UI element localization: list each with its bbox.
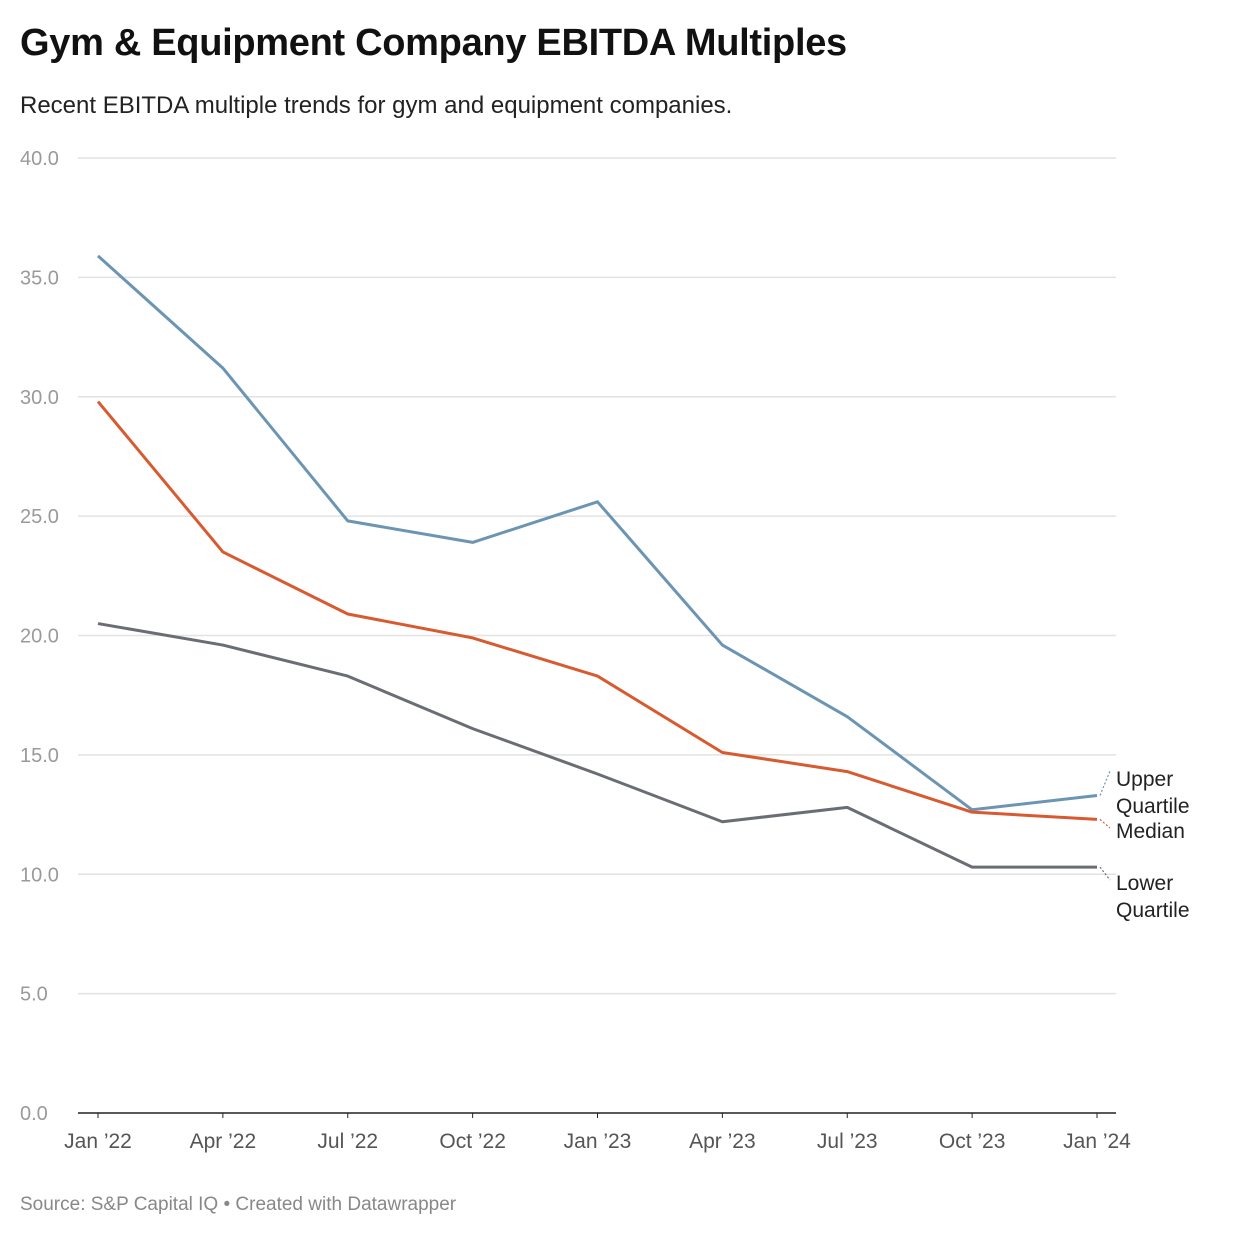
series-label: Upper xyxy=(1116,768,1173,791)
x-tick-label: Jan ’23 xyxy=(564,1130,632,1153)
series-label-connector xyxy=(1099,818,1111,829)
y-tick-label: 10.0 xyxy=(20,864,59,886)
x-tick-label: Oct ’23 xyxy=(939,1130,1006,1153)
series-label: Quartile xyxy=(1116,795,1190,818)
series-line-upper-quartile xyxy=(96,254,1098,812)
y-tick-label: 0.0 xyxy=(20,1103,48,1125)
x-tick-label: Apr ’22 xyxy=(190,1130,257,1153)
x-tick-label: Jul ’22 xyxy=(317,1130,378,1153)
x-tick-label: Apr ’23 xyxy=(689,1130,756,1153)
x-tick-label: Jul ’23 xyxy=(817,1130,878,1153)
y-tick-label: 20.0 xyxy=(20,626,59,648)
series-label: Lower xyxy=(1116,872,1173,895)
y-tick-label: 5.0 xyxy=(20,984,48,1006)
series-line-lower-quartile xyxy=(97,622,1097,869)
chart-source: Source: S&P Capital IQ • Created with Da… xyxy=(20,1194,457,1215)
y-tick-label: 30.0 xyxy=(20,387,59,409)
y-tick-label: 40.0 xyxy=(20,148,59,170)
x-tick-label: Jan ’22 xyxy=(64,1130,132,1153)
series-line-median xyxy=(96,400,1098,821)
y-tick-label: 15.0 xyxy=(20,745,59,767)
y-tick-label: 35.0 xyxy=(20,267,59,289)
chart-title: Gym & Equipment Company EBITDA Multiples xyxy=(20,22,847,64)
series-label-connector xyxy=(1099,866,1111,881)
series-label: Median xyxy=(1116,820,1185,843)
x-tick-label: Oct ’22 xyxy=(439,1130,506,1153)
x-tick-label: Jan ’24 xyxy=(1063,1130,1131,1153)
chart-subtitle: Recent EBITDA multiple trends for gym an… xyxy=(20,92,733,119)
y-tick-label: 25.0 xyxy=(20,506,59,528)
series-label: Quartile xyxy=(1116,899,1190,922)
series-label-connector xyxy=(1099,770,1111,796)
